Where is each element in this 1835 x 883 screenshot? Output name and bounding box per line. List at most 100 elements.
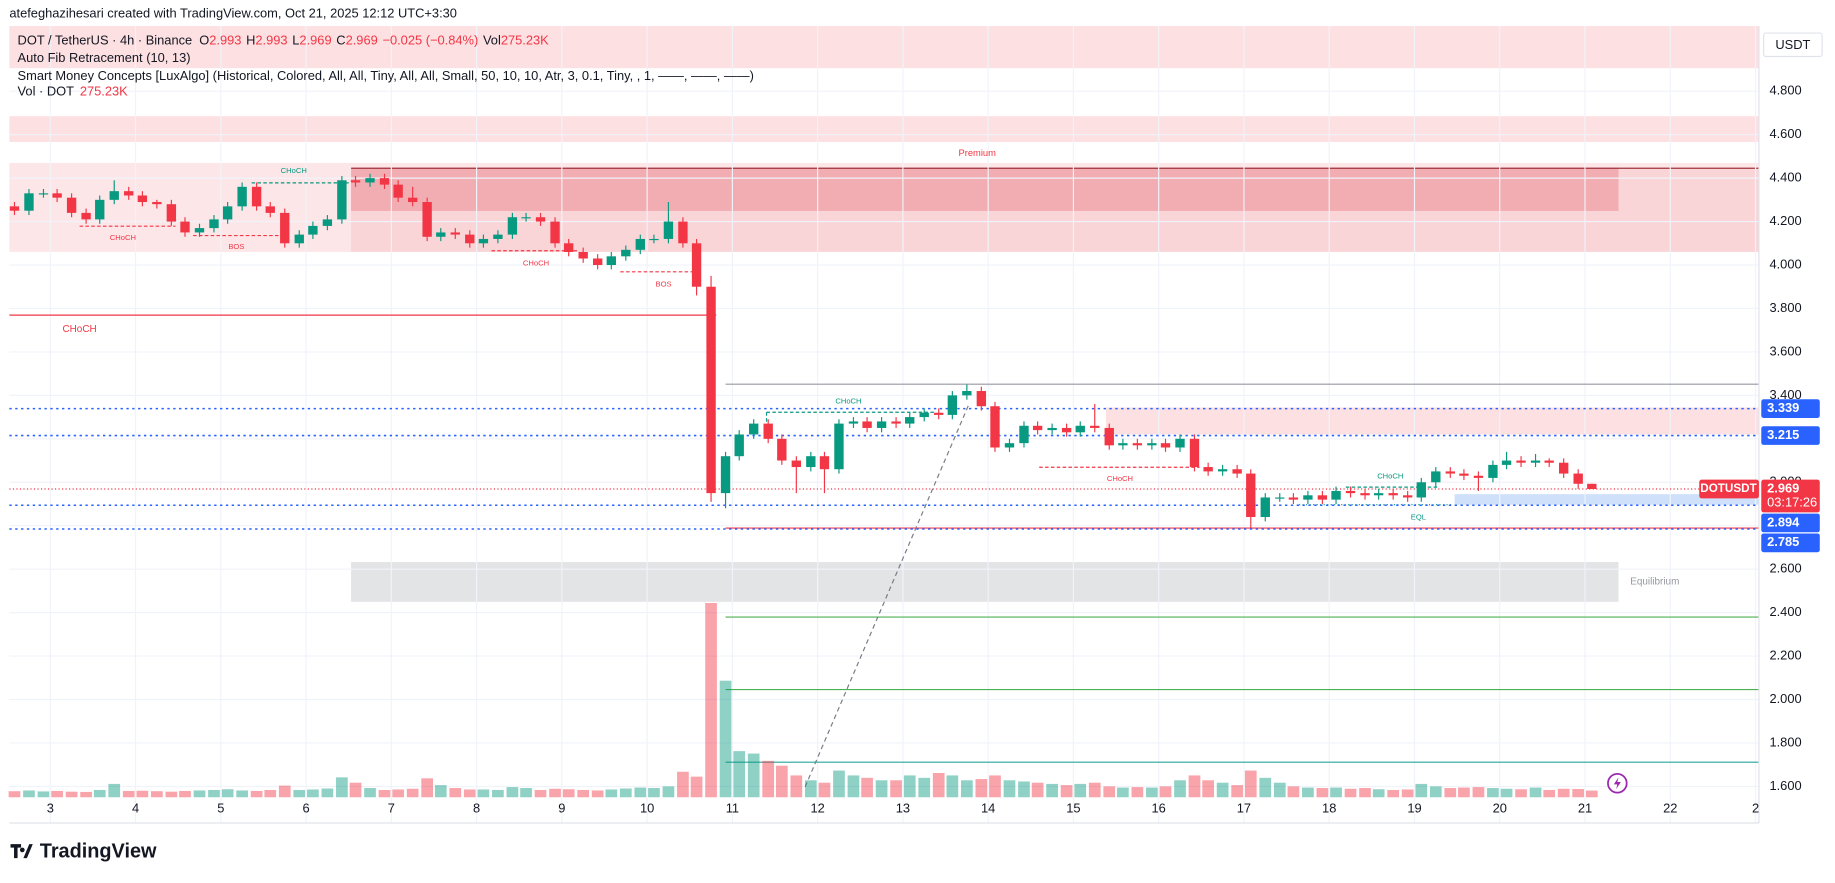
- candle-body: [1431, 471, 1441, 483]
- volume-bar: [506, 787, 519, 798]
- currency[interactable]: USDT: [1775, 37, 1810, 52]
- candle-body: [237, 186, 247, 207]
- volume-bar: [1273, 782, 1286, 798]
- volume-bar: [1216, 782, 1229, 798]
- candle-body: [663, 221, 674, 239]
- y-tick-label: 4.800: [1769, 83, 1801, 98]
- y-tick-label: 4.200: [1769, 213, 1801, 228]
- volume-bar: [1244, 770, 1257, 798]
- y-tick-label: 2.400: [1769, 604, 1801, 619]
- volume-bar: [1103, 786, 1116, 798]
- volume-bar: [1359, 788, 1371, 798]
- vol-legend: Vol · DOT 275.23K: [18, 84, 129, 99]
- volume-bar: [1344, 788, 1357, 798]
- volume-bar: [1387, 789, 1400, 798]
- annotation: CHoCH: [1107, 474, 1133, 483]
- vol-label: Vol · DOT: [18, 84, 75, 99]
- volume-bar: [23, 790, 35, 798]
- candle-body: [990, 406, 1000, 448]
- volume-bar: [1401, 789, 1414, 798]
- volume-bar: [605, 789, 618, 798]
- volume-bar: [1472, 787, 1485, 798]
- symbol: DOT / TetherUS · 4h · Binance: [18, 33, 193, 48]
- volume-bar: [932, 772, 945, 798]
- volume-bar: [875, 780, 888, 798]
- candle-body: [322, 219, 333, 226]
- y-tick-label: 4.600: [1769, 126, 1801, 141]
- candle-body: [947, 395, 958, 415]
- candle-body: [152, 202, 162, 205]
- volume-bar: [293, 789, 306, 798]
- candle-body: [38, 193, 49, 195]
- candle-body: [1160, 443, 1171, 448]
- candle-body: [1587, 483, 1597, 489]
- volume-bar: [662, 786, 675, 798]
- ticker-box: [1699, 479, 1759, 499]
- volume-bar: [1557, 788, 1570, 798]
- volume-bar: [1003, 780, 1016, 798]
- volume-bar: [193, 790, 206, 798]
- candle-body: [66, 197, 77, 213]
- volume-bar: [1515, 789, 1527, 798]
- ohlc-value: 2.993: [255, 33, 287, 48]
- candle-body: [1217, 469, 1228, 472]
- volume-bar: [8, 791, 21, 798]
- logo-icon: [10, 844, 33, 859]
- volume-bar: [520, 788, 532, 798]
- candle-body: [1373, 493, 1384, 496]
- countdown: 03:17:26: [1767, 494, 1817, 509]
- price-label-box: [1761, 426, 1820, 445]
- price-label-box: [1761, 513, 1820, 533]
- candle-body: [1047, 427, 1057, 431]
- x-tick-label: 13: [896, 800, 910, 815]
- volume-bar: [136, 790, 149, 798]
- x-tick-label: 4: [132, 800, 139, 815]
- volume-bar: [1159, 786, 1172, 798]
- y-tick-label: 3.800: [1769, 300, 1801, 315]
- order-block-edge: [351, 167, 1759, 169]
- annotation: EQL: [1411, 513, 1426, 522]
- grid: [9, 26, 1759, 824]
- volume-bar: [1487, 788, 1499, 798]
- candle-body: [209, 219, 219, 229]
- candle-body: [478, 238, 489, 244]
- x-tick-label: 20: [1493, 800, 1507, 815]
- y-tick-label: 1.800: [1769, 734, 1801, 749]
- volume-bar: [847, 775, 860, 798]
- candle-body: [934, 412, 944, 415]
- volume-bar: [1330, 787, 1342, 798]
- candle-body: [436, 232, 446, 237]
- volume-bar: [1018, 781, 1030, 798]
- x-tick-label: 3: [47, 800, 54, 815]
- volume-bar: [1231, 785, 1243, 798]
- candle-body: [1416, 482, 1426, 498]
- candle-body: [365, 178, 375, 183]
- x-tick-label: 11: [726, 800, 739, 815]
- candle-body: [521, 217, 531, 219]
- volume-bar: [250, 790, 263, 798]
- volume-bar: [1031, 782, 1044, 798]
- currency-box[interactable]: [1763, 32, 1823, 58]
- x-tick-label: 12: [810, 800, 824, 815]
- candle-body: [1246, 473, 1256, 518]
- volume-bar: [1202, 780, 1214, 798]
- candle-body: [493, 234, 503, 239]
- volume-bar: [747, 753, 760, 798]
- x-tick-label: 10: [640, 800, 654, 815]
- ohlc-key: C: [336, 33, 345, 48]
- candle-body: [507, 217, 518, 235]
- volume-bar: [1302, 787, 1314, 798]
- price-label: 2.785: [1767, 534, 1799, 549]
- candle-body: [578, 251, 588, 259]
- candle-body: [294, 234, 304, 244]
- candle-body: [649, 238, 659, 241]
- volume-bar: [619, 788, 632, 798]
- volume-bar: [1174, 780, 1186, 798]
- order-block: [1105, 407, 1759, 435]
- ohlc-key: L: [292, 33, 299, 48]
- candle-body: [137, 195, 148, 203]
- candle-body: [691, 243, 702, 287]
- candle-body: [1260, 497, 1270, 518]
- volume-bar: [108, 783, 121, 798]
